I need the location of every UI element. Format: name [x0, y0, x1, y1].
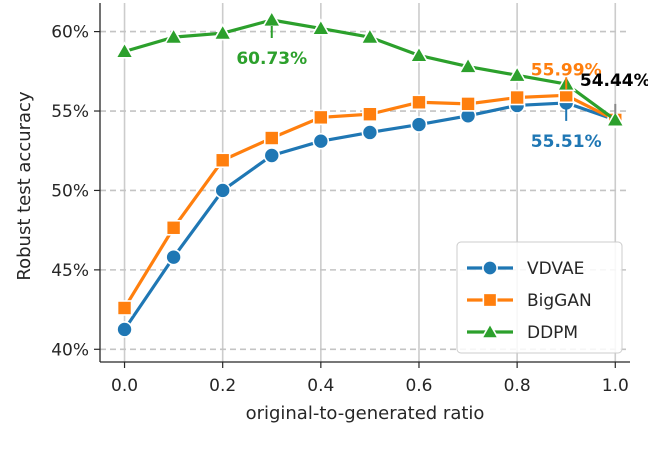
data-point-ddpm	[163, 27, 184, 45]
legend-marker-vdvae	[482, 260, 498, 276]
data-point-ddpm	[458, 56, 478, 74]
data-point-biggan	[214, 152, 231, 169]
y-tick-label: 55%	[51, 102, 89, 122]
data-point-ddpm	[261, 9, 282, 28]
annotations: 60.73% 55.99% 55.51% 54.44%	[236, 25, 648, 152]
data-point-ddpm	[360, 27, 380, 45]
data-point-vdvae	[312, 132, 330, 150]
annotation-label: 55.51%	[531, 132, 602, 152]
annotation-label: 54.44%	[580, 71, 648, 91]
data-point-vdvae	[410, 116, 428, 133]
y-tick-label: 60%	[51, 23, 89, 43]
legend-item-ddpm: DDPM	[467, 322, 578, 343]
data-point-ddpm	[507, 65, 528, 83]
data-point-vdvae	[165, 248, 182, 266]
y-tick-label: 50%	[51, 181, 89, 201]
x-tick-label: 0.4	[307, 376, 334, 396]
legend-label: BigGAN	[527, 291, 592, 311]
x-axis-label: original-to-generated ratio	[246, 403, 485, 424]
annotation-label: 55.99%	[531, 60, 602, 80]
legend-box	[456, 241, 623, 354]
series-group	[114, 9, 626, 338]
data-point-biggan	[411, 94, 427, 111]
data-point-biggan	[460, 96, 476, 112]
data-point-ddpm	[114, 41, 135, 59]
data-point-vdvae	[116, 321, 133, 338]
data-point-biggan	[165, 219, 182, 236]
y-tick-label: 45%	[51, 261, 89, 281]
x-tick-label: 1.0	[602, 376, 629, 396]
legend-label: VDVAE	[527, 259, 584, 279]
data-point-biggan	[362, 106, 378, 122]
data-point-vdvae	[361, 124, 379, 141]
data-point-vdvae	[263, 147, 281, 164]
x-tick-label: 0.2	[209, 376, 236, 396]
data-point-biggan	[509, 89, 525, 106]
data-point-ddpm	[212, 23, 233, 41]
legend-marker-biggan	[482, 292, 498, 308]
legend: VDVAE BigGAN DDPM	[456, 241, 623, 354]
data-point-ddpm	[310, 18, 331, 36]
x-tick-label: 0.0	[111, 376, 138, 396]
y-axis-label: Robust test accuracy	[14, 91, 35, 281]
data-point-biggan	[263, 130, 280, 146]
data-point-biggan	[313, 109, 329, 126]
series-biggan	[116, 87, 624, 316]
legend-marker-ddpm	[480, 322, 500, 339]
y-tick-label: 40%	[51, 340, 89, 360]
legend-item-vdvae: VDVAE	[467, 259, 584, 279]
data-point-biggan	[116, 300, 133, 316]
legend-item-biggan: BigGAN	[467, 291, 592, 311]
legend-label: DDPM	[527, 323, 578, 343]
series-ddpm	[114, 9, 626, 128]
x-tick-label: 0.8	[504, 376, 531, 396]
x-tick-label: 0.6	[405, 376, 432, 396]
data-point-ddpm	[409, 45, 429, 63]
data-point-vdvae	[214, 182, 231, 199]
axes: 0.0 0.2 0.4 0.6 0.8 1.0 40% 45% 50% 55% 60%	[51, 3, 630, 396]
annotation-label: 60.73%	[236, 49, 307, 69]
data-point-ddpm	[605, 109, 626, 128]
